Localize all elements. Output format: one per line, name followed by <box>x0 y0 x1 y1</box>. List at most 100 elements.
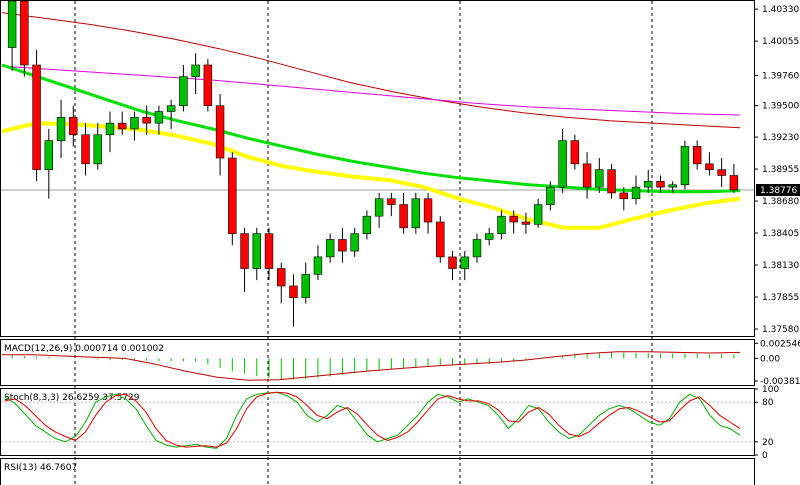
rsi-label: RSI(13) 46.7607 <box>4 463 77 473</box>
candle-body <box>668 184 677 188</box>
candle-bearish <box>289 274 298 327</box>
time-dividers <box>74 1 653 485</box>
macd-histogram <box>11 352 735 380</box>
candle-body <box>338 239 347 252</box>
candle-body <box>521 221 531 225</box>
price-tick-label: 1.38405 <box>762 229 799 239</box>
candle-bullish <box>644 169 653 193</box>
candle-body <box>240 233 249 269</box>
candle-bullish <box>166 99 176 129</box>
candle-bullish <box>485 227 494 246</box>
candle-bearish <box>142 105 151 135</box>
candle-body <box>105 122 115 136</box>
stoch-tick-label: 80 <box>762 398 774 408</box>
candle-body <box>118 122 127 130</box>
macd-tick-label: -0.003819 <box>760 377 800 387</box>
candle-body <box>717 169 726 176</box>
candle-bearish <box>436 216 445 263</box>
candle-bullish <box>680 140 690 190</box>
candle-body <box>387 198 396 205</box>
candle-bullish <box>7 0 17 71</box>
candle-body <box>32 64 41 170</box>
candle-body <box>252 233 261 269</box>
candle-bearish <box>509 210 518 234</box>
candle-body <box>325 239 335 258</box>
price-tick-label: 1.37855 <box>762 293 799 303</box>
candle-body <box>130 117 139 130</box>
candle-bullish <box>558 128 567 193</box>
candle-bullish <box>105 111 115 153</box>
candle-body <box>472 239 482 258</box>
candle-body <box>215 105 225 159</box>
candle-bullish <box>313 245 323 281</box>
price-tick-label: 1.38955 <box>762 165 799 175</box>
candle-body <box>362 215 372 234</box>
candle-body <box>558 140 567 188</box>
candle-bullish <box>472 233 482 263</box>
rsi-panel-frame <box>0 458 755 485</box>
candle-body <box>166 105 176 112</box>
candle-body <box>277 268 286 287</box>
candle-bearish <box>338 227 347 263</box>
candle-body <box>142 117 151 124</box>
candle-body <box>546 186 555 205</box>
candle-body <box>705 163 714 170</box>
stoch-d-line <box>4 391 741 448</box>
candle-body <box>191 64 200 77</box>
candle-bearish <box>203 59 213 112</box>
current-price-label: 1.38776 <box>760 186 797 196</box>
candle-bearish <box>387 192 396 217</box>
price-tick-label: 1.40330 <box>762 5 799 15</box>
candle-body <box>350 233 359 252</box>
candle-body <box>228 157 237 234</box>
candle-bearish <box>607 163 616 199</box>
candle-body <box>692 146 702 165</box>
candle-body <box>582 163 592 188</box>
candle-bearish <box>228 152 237 246</box>
candle-body <box>154 111 164 124</box>
candle-bearish <box>81 123 90 176</box>
candle-body <box>595 169 604 188</box>
candle-body <box>93 134 102 165</box>
candle-bullish <box>44 128 54 199</box>
price-axis: 1.40330 1.40055 1.39760 1.39500 1.39230 1.389… <box>754 5 799 335</box>
candle-bearish <box>399 192 408 234</box>
candle-bullish <box>325 233 335 263</box>
candle-bearish <box>582 152 592 199</box>
candle-body <box>301 274 310 298</box>
candle-body <box>203 64 213 106</box>
stoch-tick-label: 20 <box>762 438 774 448</box>
candle-body <box>497 215 506 234</box>
candle-body <box>289 285 298 298</box>
candle-bullish <box>93 123 102 170</box>
candle-body <box>436 221 445 258</box>
candle-bearish <box>570 134 580 170</box>
price-tick-label: 1.39230 <box>762 133 799 143</box>
moving-averages <box>1 12 741 230</box>
candle-bullish <box>191 53 200 95</box>
price-tick-label: 1.39500 <box>762 102 799 112</box>
candle-body <box>69 117 78 136</box>
candle-body <box>729 175 739 191</box>
candle-bearish <box>32 49 41 182</box>
candle-bullish <box>179 64 188 112</box>
candle-bearish <box>20 0 29 77</box>
candle-body <box>533 204 543 225</box>
macd-tick-label: 0.00 <box>760 354 780 364</box>
candle-bearish <box>619 187 628 211</box>
candle-bearish <box>118 111 127 135</box>
candle-bullish <box>362 210 372 240</box>
candle-body <box>631 186 641 200</box>
candle-bullish <box>631 175 641 205</box>
candle-body <box>460 256 469 269</box>
candle-bearish <box>705 152 714 176</box>
candle-body <box>81 134 90 165</box>
candle-body <box>374 198 384 217</box>
candle-bearish <box>692 140 702 170</box>
candle-body <box>570 140 580 165</box>
candle-bullish <box>595 158 604 193</box>
candle-bearish <box>448 251 457 281</box>
candle-bullish <box>301 262 310 304</box>
candle-body <box>20 0 29 66</box>
